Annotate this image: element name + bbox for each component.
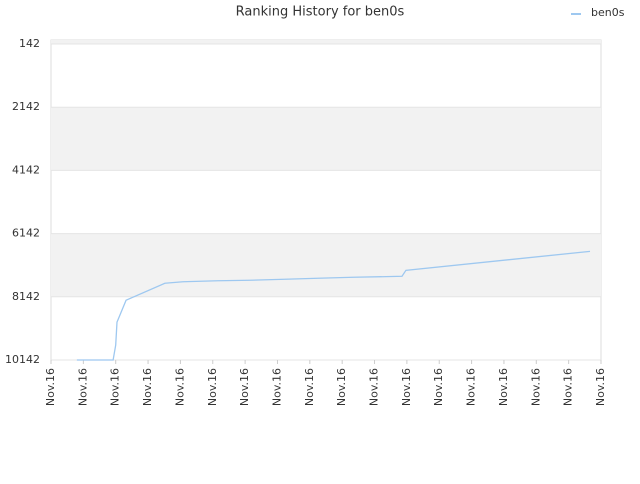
x-tick-label: Nov.16 [368, 368, 381, 406]
x-tick-label: Nov.16 [497, 368, 510, 406]
chart-title: Ranking History for ben0s [236, 5, 405, 20]
line [76, 250, 591, 361]
x-tick-label: Nov.16 [109, 368, 122, 406]
grid-band [51, 40, 601, 44]
x-tick-label: Nov.16 [141, 368, 154, 406]
x-tick-label: Nov.16 [303, 368, 316, 406]
y-tick-label: 142 [19, 37, 40, 50]
grid-band [51, 233, 601, 297]
x-tick-label: Nov.16 [76, 368, 89, 406]
y-tick-label: 8142 [12, 290, 40, 303]
x-tick-label: Nov.16 [562, 368, 575, 406]
grid-band [51, 107, 601, 171]
x-tick-label: Nov.16 [238, 368, 251, 406]
legend-label: ben0s [591, 6, 625, 19]
x-tick-label: Nov.16 [44, 368, 57, 406]
plot-area [50, 39, 602, 361]
y-tick-label: 2142 [12, 100, 40, 113]
x-tick-label: Nov.16 [529, 368, 542, 406]
x-tick-label: Nov.16 [594, 368, 607, 406]
y-tick-label: 4142 [12, 163, 40, 176]
x-tick-label: Nov.16 [400, 368, 413, 406]
y-tick-label: 10142 [5, 353, 40, 366]
x-tick-label: Nov.16 [432, 368, 445, 406]
x-tick-label: Nov.16 [465, 368, 478, 406]
x-tick-label: Nov.16 [335, 368, 348, 406]
y-tick-label: 6142 [12, 227, 40, 240]
x-tick-label: Nov.16 [206, 368, 219, 406]
x-tick-label: Nov.16 [270, 368, 283, 406]
x-tick-label: Nov.16 [173, 368, 186, 406]
